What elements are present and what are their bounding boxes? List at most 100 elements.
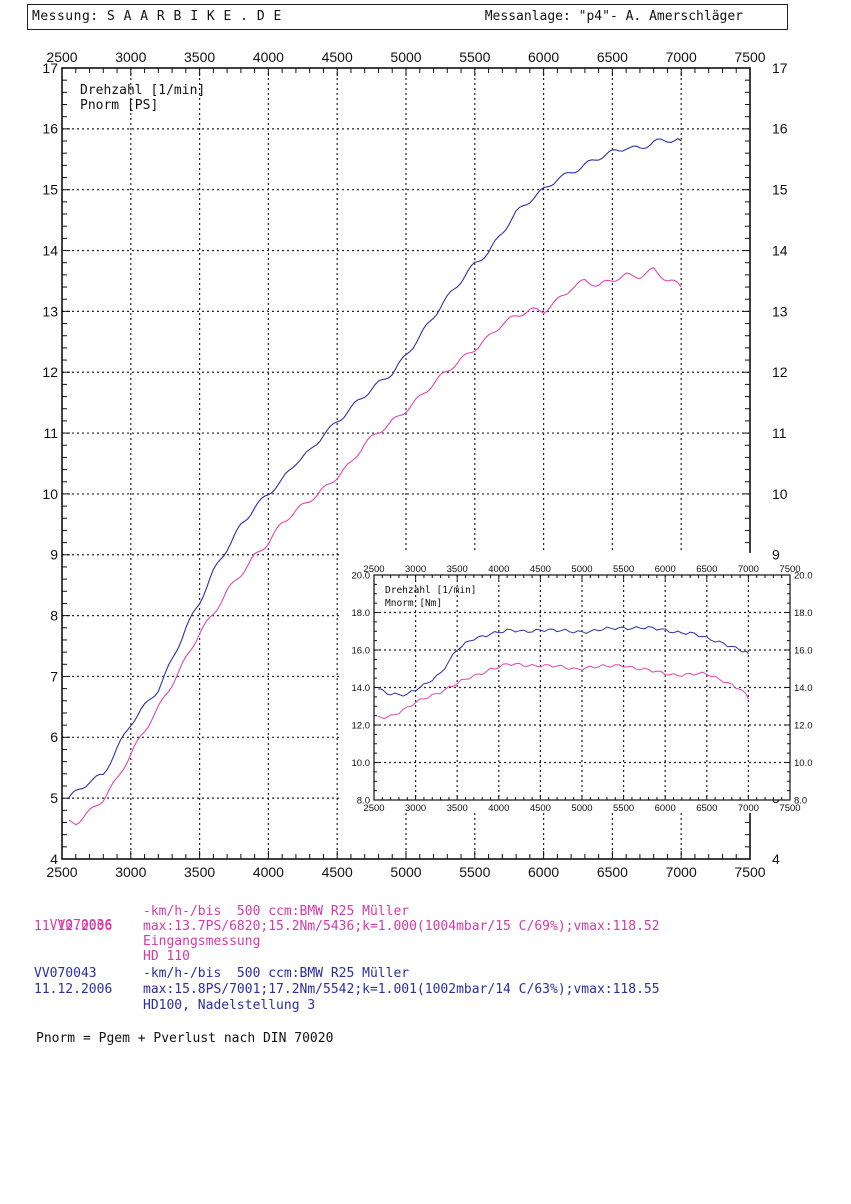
power-ylabel-left: 11 — [43, 425, 58, 441]
torque-plot: 2500 2500 3000 3000 3500 3500 4000 4000 4500 4500… — [352, 564, 813, 814]
torque-xlabel-top: 3500 — [447, 564, 468, 575]
record-2-line1: -km/h-/bis 500 ccm:BMW R25 Müller — [143, 966, 410, 981]
power-xlabel-top: 5500 — [459, 49, 490, 65]
torque-ylabel-right: 20.0 — [794, 570, 813, 581]
legend-rpm: Drehzahl [1/min] — [80, 83, 206, 98]
record-1-line1: -km/h-/bis 500 ccm:BMW R25 Müller — [143, 904, 410, 919]
power-xlabel-top: 3500 — [184, 49, 215, 65]
power-series-vv070043 — [68, 137, 682, 798]
torque-series-vv070043 — [378, 625, 749, 697]
power-ylabel-left: 14 — [42, 242, 58, 258]
torque-xlabel-top: 5500 — [613, 564, 634, 575]
torque-xlabel-top: 7500 — [779, 564, 800, 575]
power-xlabel-top: 2500 — [46, 49, 77, 65]
torque-ylabel-right: 14.0 — [794, 683, 813, 694]
power-series-vv070036 — [68, 267, 682, 826]
torque-xlabel-bottom: 2500 — [363, 803, 384, 814]
header-left: Messung: S A A R B I K E . D E — [32, 9, 282, 24]
torque-xlabel-bottom: 4500 — [530, 803, 551, 814]
torque-ylabel-left: 16.0 — [352, 645, 371, 656]
record-1: VV070036 — [34, 905, 113, 933]
torque-xlabel-top: 3000 — [405, 564, 426, 575]
power-xlabel-bottom: 2500 — [46, 864, 77, 880]
torque-ylabel-right: 12.0 — [794, 720, 813, 731]
power-ylabel-left: 10 — [42, 486, 58, 502]
power-xlabel-top: 7000 — [666, 49, 697, 65]
power-xlabel-bottom: 5000 — [390, 864, 421, 880]
torque-xlabel-top: 2500 — [363, 564, 384, 575]
torque-xlabel-bottom: 7500 — [779, 803, 800, 814]
power-ylabel-right: 10 — [772, 486, 788, 502]
record-1-line4: HD 110 — [143, 949, 190, 964]
torque-ylabel-left: 14.0 — [352, 683, 371, 694]
power-xlabel-bottom: 6500 — [597, 864, 628, 880]
record-1-line3: Eingangsmessung — [143, 934, 261, 949]
record-1-line2: max:13.7PS/6820;15.2Nm/5436;k=1.000(1004… — [143, 919, 660, 934]
power-ylabel-left: 15 — [42, 182, 58, 198]
power-xlabel-bottom: 7000 — [666, 864, 697, 880]
torque-xlabel-bottom: 3500 — [447, 803, 468, 814]
power-ylabel-right: 9 — [772, 547, 780, 563]
power-ylabel-right: 13 — [772, 303, 788, 319]
torque-legend-torque: Mnorm [Nm] — [385, 598, 442, 609]
measurement-header: Messung: S A A R B I K E . D E Messanlag… — [27, 4, 788, 30]
power-ylabel-right: 14 — [772, 242, 788, 258]
power-ylabel-right: 12 — [772, 364, 788, 380]
torque-ylabel-left: 18.0 — [352, 608, 371, 619]
torque-xlabel-top: 6000 — [655, 564, 676, 575]
din-footnote: Pnorm = Pgem + Pverlust nach DIN 70020 — [36, 1031, 334, 1046]
torque-ylabel-right: 10.0 — [794, 758, 813, 769]
power-ylabel-left: 8 — [50, 608, 58, 624]
torque-xlabel-bottom: 6500 — [696, 803, 717, 814]
main-legend: Drehzahl [1/min] Pnorm [PS] — [80, 83, 205, 113]
power-xlabel-top: 6500 — [597, 49, 628, 65]
power-ylabel-right: 15 — [772, 182, 788, 198]
power-ylabel-right: 17 — [772, 60, 788, 76]
torque-xlabel-bottom: 3000 — [405, 803, 426, 814]
torque-xlabel-bottom: 6000 — [655, 803, 676, 814]
power-ylabel-left: 7 — [50, 668, 58, 684]
torque-series-vv070036 — [377, 662, 749, 720]
power-ylabel-right: 16 — [772, 121, 788, 137]
power-xlabel-top: 3000 — [115, 49, 146, 65]
power-xlabel-top: 6000 — [528, 49, 559, 65]
record-2-date: 11.12.2006 — [34, 982, 113, 997]
torque-inset: 2500 2500 3000 3000 3500 3500 4000 4000 4500 4500… — [340, 553, 813, 814]
power-xlabel-bottom: 3000 — [115, 864, 146, 880]
power-ylabel-left: 9 — [50, 547, 58, 563]
torque-ylabel-left: 10.0 — [352, 758, 371, 769]
power-xlabel-top: 5000 — [390, 49, 421, 65]
record-1-id: VV070036 — [49, 918, 113, 933]
torque-xlabel-bottom: 5000 — [571, 803, 592, 814]
power-ylabel-left: 4 — [50, 851, 58, 867]
torque-ylabel-right: 8.0 — [794, 795, 807, 806]
torque-xlabel-top: 4500 — [530, 564, 551, 575]
power-ylabel-left: 12 — [42, 364, 58, 380]
power-ylabel-left: 13 — [42, 303, 58, 319]
power-xlabel-top: 7500 — [734, 49, 765, 65]
torque-ylabel-left: 20.0 — [352, 570, 371, 581]
record-2-line2: max:15.8PS/7001;17.2Nm/5542;k=1.001(1002… — [143, 982, 660, 997]
torque-ylabel-right: 16.0 — [794, 645, 813, 656]
power-ylabel-right: 11 — [772, 425, 787, 441]
power-xlabel-bottom: 7500 — [734, 864, 765, 880]
torque-xlabel-top: 4000 — [488, 564, 509, 575]
power-ylabel-left: 16 — [42, 121, 58, 137]
record-2-id: VV070043 — [34, 966, 97, 981]
torque-xlabel-top: 5000 — [571, 564, 592, 575]
power-xlabel-top: 4000 — [253, 49, 284, 65]
power-xlabel-bottom: 4000 — [253, 864, 284, 880]
power-xlabel-bottom: 4500 — [322, 864, 353, 880]
torque-xlabel-bottom: 7000 — [738, 803, 759, 814]
torque-ylabel-left: 8.0 — [357, 795, 370, 806]
power-xlabel-bottom: 3500 — [184, 864, 215, 880]
legend-power: Pnorm [PS] — [80, 98, 159, 113]
torque-xlabel-bottom: 4000 — [488, 803, 509, 814]
power-xlabel-bottom: 6000 — [528, 864, 559, 880]
torque-legend-rpm: Drehzahl [1/min] — [385, 585, 477, 596]
power-ylabel-left: 5 — [50, 790, 58, 806]
torque-xlabel-bottom: 5500 — [613, 803, 634, 814]
power-xlabel-top: 4500 — [322, 49, 353, 65]
torque-ylabel-left: 12.0 — [352, 720, 371, 731]
record-1-date: 11.12.2006 — [34, 919, 113, 934]
